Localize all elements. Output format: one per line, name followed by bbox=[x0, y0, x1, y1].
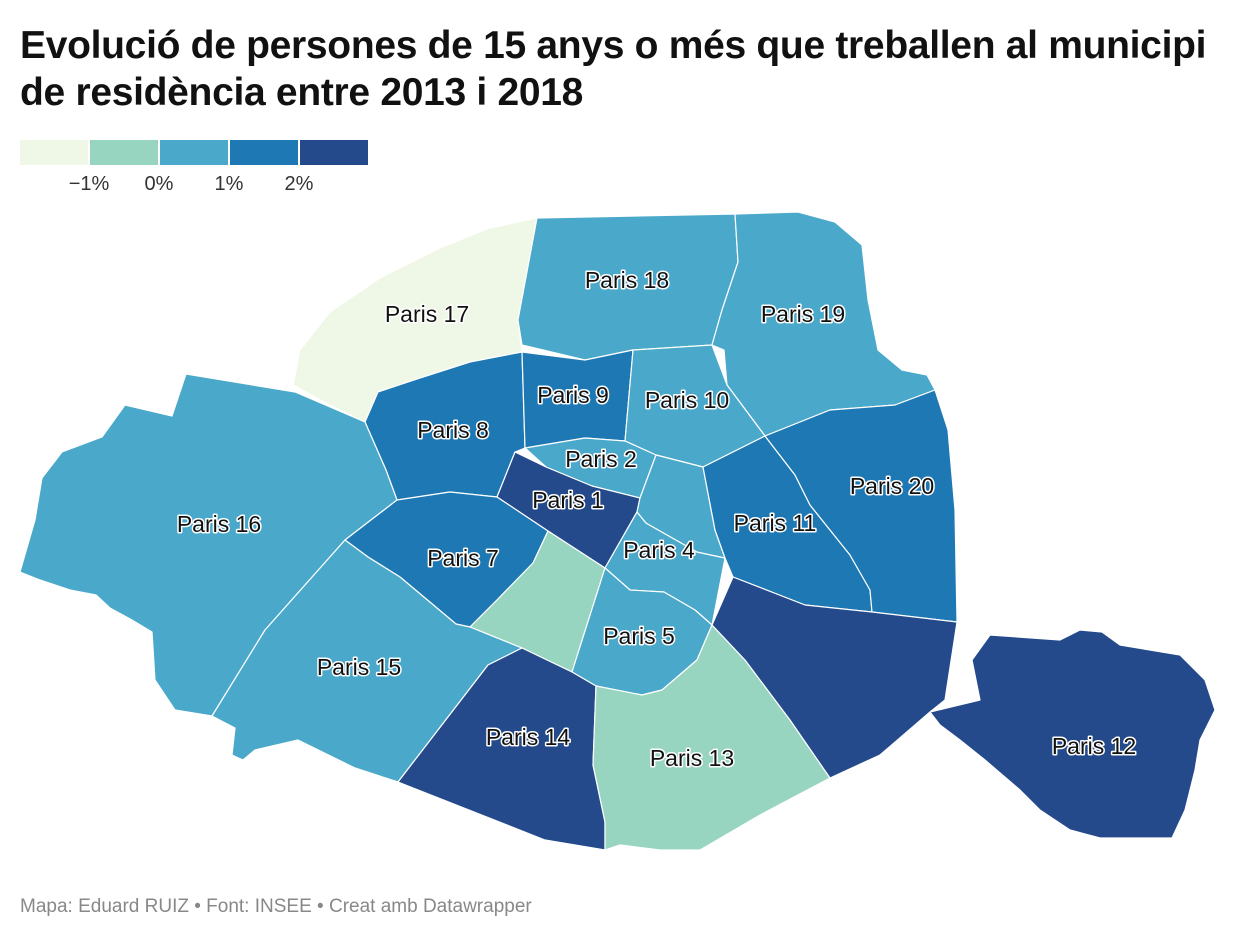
arrondissement-13[interactable] bbox=[592, 624, 831, 851]
legend-tick-label: −1% bbox=[68, 173, 110, 195]
label-paris-11: Paris 11 bbox=[734, 510, 817, 536]
label-paris-9: Paris 9 bbox=[537, 382, 609, 408]
legend-tick-label: 1% bbox=[214, 173, 244, 195]
legend-swatch bbox=[90, 140, 158, 165]
label-paris-2: Paris 2 bbox=[565, 446, 637, 472]
label-paris-14: Paris 14 bbox=[486, 724, 571, 750]
label-paris-12: Paris 12 bbox=[1052, 733, 1136, 759]
label-paris-1: Paris 1 bbox=[532, 487, 604, 513]
label-paris-13: Paris 13 bbox=[650, 745, 734, 771]
legend-swatch bbox=[230, 140, 298, 165]
legend-tick-label: 0% bbox=[144, 173, 174, 195]
label-paris-4: Paris 4 bbox=[623, 537, 695, 563]
color-legend: −1% 0% 1% 2% bbox=[20, 140, 368, 200]
map-source-footer: Mapa: Eduard RUIZ • Font: INSEE • Creat … bbox=[20, 896, 532, 917]
label-paris-17: Paris 17 bbox=[385, 301, 469, 327]
arrondissement-12[interactable] bbox=[711, 576, 1216, 839]
legend-tick-label: 2% bbox=[284, 173, 314, 195]
legend-swatch bbox=[300, 140, 368, 165]
label-paris-18: Paris 18 bbox=[585, 267, 669, 293]
label-paris-19: Paris 19 bbox=[761, 301, 845, 327]
legend-swatch bbox=[160, 140, 228, 165]
map-title: Evolució de persones de 15 anys o més qu… bbox=[20, 24, 1207, 114]
label-paris-10: Paris 10 bbox=[645, 387, 729, 413]
label-paris-20: Paris 20 bbox=[850, 473, 934, 499]
label-paris-5: Paris 5 bbox=[603, 623, 675, 649]
label-paris-8: Paris 8 bbox=[417, 417, 489, 443]
label-paris-7: Paris 7 bbox=[427, 545, 499, 571]
label-paris-15: Paris 15 bbox=[317, 654, 401, 680]
label-paris-16: Paris 16 bbox=[177, 511, 261, 537]
legend-swatch bbox=[20, 140, 88, 165]
